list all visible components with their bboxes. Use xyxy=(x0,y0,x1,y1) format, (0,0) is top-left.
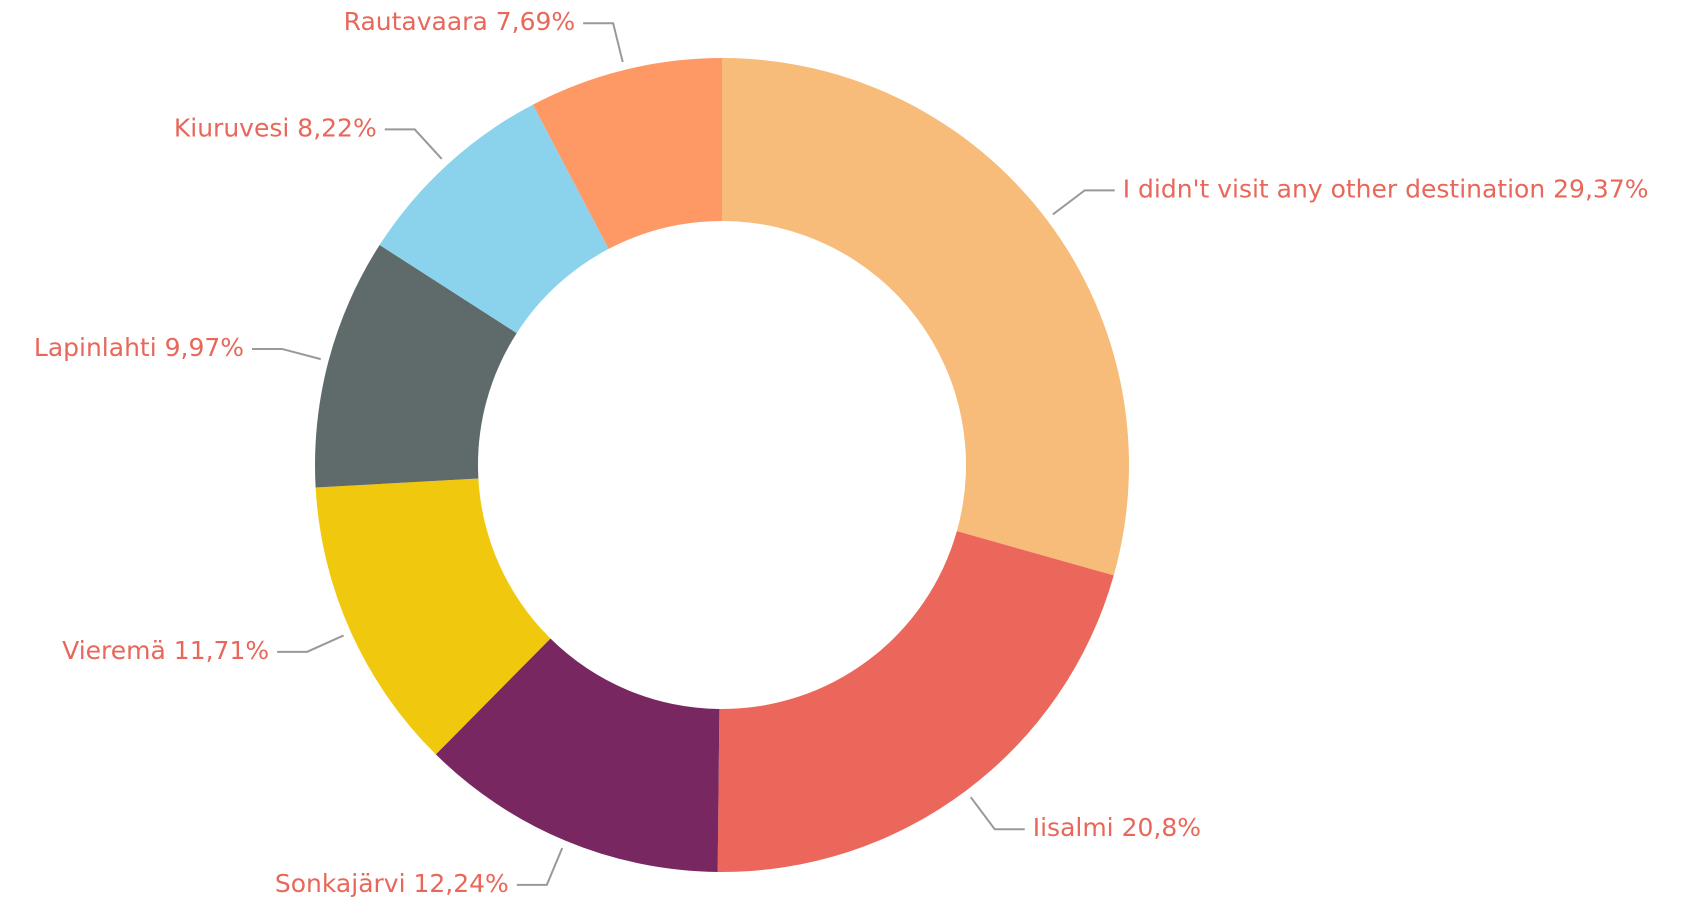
slice-label: Iisalmi 20,8% xyxy=(1033,813,1201,842)
slice-value-label: 20,8% xyxy=(1122,813,1201,842)
slice-category: Sonkajärvi xyxy=(275,869,406,898)
donut-slice xyxy=(379,104,609,334)
slice-value-label: 29,37% xyxy=(1553,174,1648,203)
leader-line xyxy=(252,347,321,361)
slice-value-label: 8,22% xyxy=(297,113,376,142)
slice-category: Iisalmi xyxy=(1033,813,1114,842)
slice-label: Lapinlahti 9,97% xyxy=(34,333,244,362)
slice-category: I didn't visit any other destination xyxy=(1123,174,1545,203)
slice-category: Kiuruvesi xyxy=(174,113,289,142)
slice-category: Vieremä xyxy=(62,636,166,665)
donut-slice xyxy=(722,58,1129,576)
donut-slice xyxy=(315,478,551,755)
slice-category: Lapinlahti xyxy=(34,333,157,362)
donut-slice xyxy=(532,58,722,249)
donut-slice xyxy=(315,244,517,488)
slice-value-label: 11,71% xyxy=(174,636,269,665)
donut-slice xyxy=(717,531,1114,873)
slice-label: Sonkajärvi 12,24% xyxy=(275,869,509,898)
leader-line xyxy=(516,847,564,886)
slice-label: Kiuruvesi 8,22% xyxy=(174,113,377,142)
leader-line xyxy=(583,22,624,63)
slice-value-label: 7,69% xyxy=(496,7,575,36)
leader-line xyxy=(384,128,443,160)
slice-label: I didn't visit any other destination 29,… xyxy=(1123,174,1649,203)
leader-line xyxy=(1052,189,1115,216)
slice-label: Rautavaara 7,69% xyxy=(344,7,576,36)
slice-value-label: 12,24% xyxy=(413,869,508,898)
donut-slice xyxy=(435,638,720,872)
slice-category: Rautavaara xyxy=(344,7,488,36)
slice-label: Vieremä 11,71% xyxy=(62,636,269,665)
leader-line xyxy=(969,796,1025,831)
leader-line xyxy=(277,634,345,653)
slice-value-label: 9,97% xyxy=(165,333,244,362)
